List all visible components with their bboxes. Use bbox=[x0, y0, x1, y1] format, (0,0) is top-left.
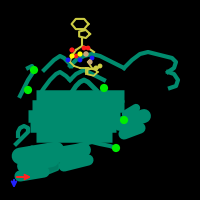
Point bbox=[70, 54, 74, 58]
Polygon shape bbox=[36, 158, 60, 174]
Point bbox=[26, 88, 30, 92]
Point bbox=[82, 46, 86, 50]
Point bbox=[86, 46, 90, 50]
Point bbox=[94, 66, 98, 70]
Point bbox=[114, 146, 118, 150]
Point bbox=[88, 60, 92, 64]
Point bbox=[78, 52, 82, 56]
Point bbox=[84, 52, 88, 56]
Point bbox=[66, 58, 70, 62]
Point bbox=[70, 48, 74, 52]
Point bbox=[78, 58, 82, 62]
Point bbox=[102, 86, 106, 90]
Point bbox=[74, 54, 78, 58]
Point bbox=[98, 64, 102, 68]
Point bbox=[32, 68, 36, 72]
Polygon shape bbox=[28, 152, 52, 168]
Point bbox=[90, 56, 94, 60]
Polygon shape bbox=[20, 146, 44, 162]
Point bbox=[122, 118, 126, 122]
